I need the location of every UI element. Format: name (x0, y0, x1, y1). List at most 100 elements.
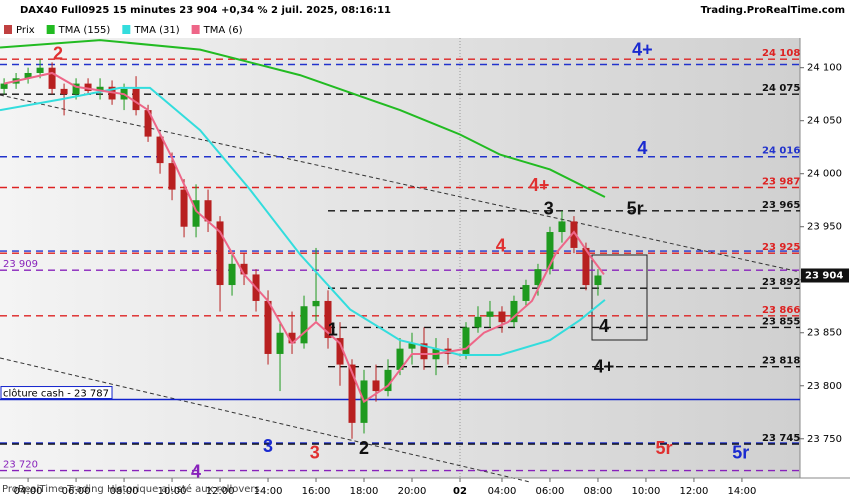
level-label: 23 720 (3, 460, 38, 471)
candle-body (84, 83, 92, 92)
box (591, 254, 648, 341)
candle-body (486, 311, 494, 317)
candle-body (264, 300, 272, 354)
legend-swatch (4, 25, 12, 34)
candle-body (498, 311, 506, 323)
trendline (0, 94, 801, 273)
annotation: 3 (263, 436, 273, 456)
level-label: 23 925 (762, 242, 800, 253)
y-tick-label: 24 050 (807, 116, 842, 127)
candle-body (324, 300, 332, 339)
candle-body (570, 221, 578, 248)
x-tick-label: 16:00 (302, 486, 331, 497)
level-label: 23 892 (762, 277, 800, 288)
candle-body (96, 86, 104, 92)
candle-body (60, 88, 68, 95)
candle-body (348, 364, 356, 423)
annotation: 5r (732, 442, 749, 462)
legend-swatch (122, 25, 131, 34)
level-label-bg (0, 386, 113, 400)
chart-title: DAX40 Full0925 15 minutes 23 904 +0,34 %… (20, 5, 391, 16)
candle-body (276, 332, 284, 354)
level-label: 24 016 (762, 146, 800, 157)
annotation: 4+ (529, 175, 550, 195)
level-label: 23 965 (762, 200, 800, 211)
annotation: 4+ (632, 39, 653, 59)
candle-body (534, 269, 542, 286)
x-tick-label: 14:00 (254, 486, 283, 497)
candle-body (180, 189, 188, 227)
candle-body (546, 232, 554, 270)
x-tick-label: 10:00 (158, 486, 187, 497)
ma-line (0, 86, 606, 357)
legend-label: TMA (31) (133, 25, 179, 36)
x-tick-label: 10:00 (632, 486, 661, 497)
annotation: 5r (627, 199, 644, 219)
candle-body (144, 110, 152, 137)
level-label: 23 866 (762, 305, 800, 316)
x-tick-label: 20:00 (398, 486, 427, 497)
candle-body (462, 327, 470, 354)
candle-body (36, 67, 44, 73)
candle-body (204, 200, 212, 222)
annotation: 1 (328, 319, 338, 339)
candle-body (288, 332, 296, 344)
candle-body (396, 348, 404, 370)
level-label: clôture cash - 23 787 (3, 388, 109, 400)
candle-body (582, 247, 590, 286)
y-tick-label: 23 950 (807, 222, 842, 233)
x-tick-label: 08:00 (110, 486, 139, 497)
footer: ProRealTime Trading Historique ajusté au… (2, 483, 260, 495)
x-tick-label: 02 (453, 486, 467, 497)
last-price-box (801, 268, 849, 283)
y-tick-label: 24 000 (807, 169, 842, 180)
legend-label: TMA (155) (58, 25, 111, 36)
level-label: 24 108 (762, 48, 800, 59)
x-tick-label: 04:00 (488, 486, 517, 497)
level-label: 23 987 (762, 176, 800, 187)
last-price-label: 23 904 (805, 270, 843, 281)
x-tick-label: 08:00 (584, 486, 613, 497)
annotation: 3 (544, 199, 554, 219)
candle-body (216, 221, 224, 286)
legend-label: TMA (6) (203, 25, 243, 36)
annotation: 4+ (594, 356, 615, 376)
legend-swatch (191, 25, 200, 34)
candle-body (48, 67, 56, 89)
candle-body (192, 200, 200, 227)
annotation: 4 (496, 236, 506, 256)
legend-swatch (46, 25, 55, 34)
candle-body (420, 343, 428, 360)
source: Trading.ProRealTime.com (701, 5, 845, 16)
annotation: 2 (53, 44, 63, 64)
ma-line (0, 39, 606, 198)
annotation: 4 (637, 138, 647, 158)
candle-body (300, 306, 308, 344)
candle-body (240, 263, 248, 275)
level-label: 23 855 (762, 316, 800, 327)
ma-line (3, 71, 605, 404)
y-tick-label: 23 850 (807, 328, 842, 339)
level-label: 23 818 (762, 356, 800, 367)
annotation: 3 (310, 442, 320, 462)
candle-body (510, 300, 518, 323)
candle-body (474, 316, 482, 328)
candle-body (132, 88, 140, 111)
x-tick-label: 18:00 (350, 486, 379, 497)
plot-background (0, 38, 800, 478)
level-label: 23 909 (3, 259, 38, 270)
candle-body (24, 72, 32, 79)
candle-body (408, 343, 416, 349)
x-tick-label: 12:00 (680, 486, 709, 497)
x-tick-label: 06:00 (62, 486, 91, 497)
candle-body (168, 163, 176, 190)
level-label: 24 075 (762, 83, 800, 94)
annotation: 5r (655, 438, 672, 458)
candle-body (372, 380, 380, 392)
x-tick-label: 06:00 (536, 486, 565, 497)
candle-body (0, 83, 8, 89)
candle-body (522, 285, 530, 301)
y-tick-label: 24 100 (807, 63, 842, 74)
candle-body (72, 83, 80, 95)
